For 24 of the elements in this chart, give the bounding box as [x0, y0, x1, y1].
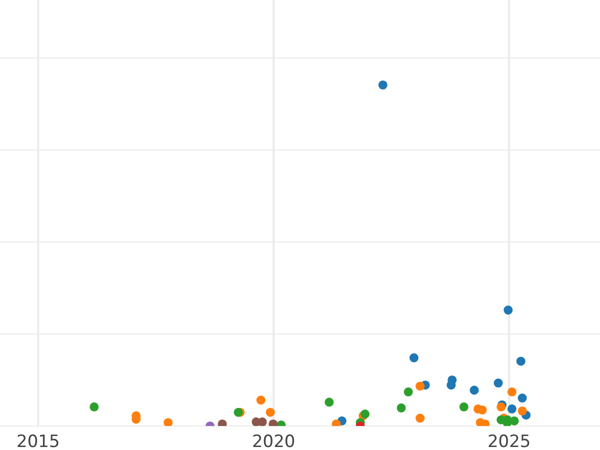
x-tick-label: 2025: [487, 432, 531, 450]
point: [164, 418, 173, 426]
point: [378, 80, 388, 90]
x-tick-label: 2015: [16, 432, 60, 450]
point: [504, 306, 513, 315]
point: [494, 378, 503, 388]
point: [396, 403, 406, 412]
point: [516, 356, 526, 366]
x-tick-label: 2020: [252, 432, 296, 450]
point: [446, 380, 456, 390]
point: [416, 382, 425, 391]
point: [324, 398, 334, 407]
point: [256, 396, 266, 405]
point: [409, 353, 418, 362]
point: [90, 402, 99, 412]
point: [266, 408, 275, 417]
point: [459, 402, 468, 412]
point: [404, 387, 413, 396]
point: [518, 394, 527, 403]
point: [507, 387, 516, 396]
point: [416, 414, 425, 423]
point: [507, 404, 516, 414]
point: [518, 406, 527, 416]
point: [470, 386, 479, 395]
